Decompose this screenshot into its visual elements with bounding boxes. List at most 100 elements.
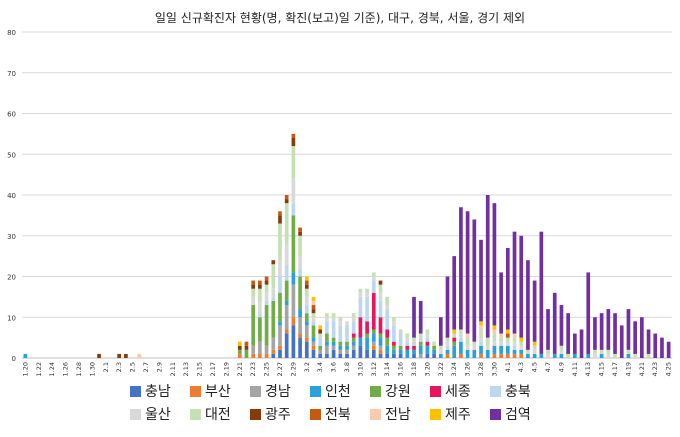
bar-segment [351, 337, 356, 342]
bar-segment [559, 305, 564, 346]
bar-segment [325, 353, 329, 358]
bar-segment [23, 353, 28, 358]
bar-segment [237, 345, 242, 350]
x-tick-label: 2.1 [102, 362, 110, 372]
bar-segment [311, 341, 316, 346]
bar-segment [284, 280, 289, 301]
bar-segment [418, 300, 423, 334]
bar-segment [331, 317, 336, 322]
bar-segment [298, 337, 302, 358]
bar-segment [325, 341, 329, 346]
legend-label: 광주 [265, 407, 291, 423]
legend-swatch [190, 409, 201, 420]
bar-segment [124, 353, 128, 358]
bar-segment [318, 325, 323, 330]
bar-segment [365, 333, 369, 338]
x-tick-label: 1.30 [88, 362, 96, 376]
bar-segment [378, 280, 383, 285]
legend-label: 전북 [325, 407, 351, 423]
bar-segment [418, 333, 423, 338]
bar-segment [358, 317, 363, 338]
bar-segment [371, 349, 376, 358]
bar-segment [499, 272, 503, 334]
bar-segment [479, 337, 483, 342]
bar-segment [258, 284, 262, 289]
bar-segment [311, 325, 316, 338]
legend-swatch [370, 386, 381, 397]
legend-swatch [190, 386, 201, 397]
bar-segment [371, 345, 376, 350]
x-tick-label: 3.14 [383, 362, 391, 376]
bar-segment [405, 341, 410, 346]
legend-swatch [250, 386, 261, 397]
bar-segment [499, 337, 503, 342]
bar-segment [371, 292, 376, 330]
bar-segment [546, 309, 550, 350]
bar-segment [311, 337, 316, 342]
legend-swatch [130, 386, 141, 397]
x-tick-label: 4.7 [544, 362, 552, 372]
bar-segment [465, 211, 470, 334]
bar-segment [298, 276, 302, 310]
bar-segment [646, 353, 651, 358]
x-tick-label: 3.30 [490, 362, 498, 376]
bar-segment [338, 341, 343, 346]
bar-segment [445, 349, 450, 354]
bar-segment [546, 353, 550, 358]
bar-segment [331, 337, 336, 342]
bar-segment [445, 341, 450, 346]
bar-segment [418, 345, 423, 354]
x-tick-label: 4.17 [611, 362, 619, 376]
bar-segment [278, 345, 282, 350]
bar-segment [405, 349, 410, 358]
legend-swatch [490, 409, 501, 420]
bar-segment [465, 349, 470, 358]
bar-segment [398, 329, 403, 334]
bar-segment [392, 325, 396, 342]
bar-segment [378, 333, 383, 338]
bar-segment [345, 325, 349, 342]
bar-segment [264, 284, 269, 293]
x-tick-label: 4.5 [531, 362, 539, 372]
bar-segment [345, 341, 349, 346]
bar-segment [479, 353, 483, 358]
bar-segment [251, 345, 256, 354]
bar-segment [452, 256, 457, 330]
bar-segment [284, 195, 289, 200]
bar-segment [526, 260, 530, 350]
bar-segment [291, 146, 296, 179]
bar-segment [492, 203, 497, 326]
bar-segment [284, 199, 289, 204]
bar-segment [318, 337, 323, 346]
bar-segment [472, 341, 477, 346]
y-tick-label: 80 [7, 29, 16, 37]
x-tick-label: 3.10 [356, 362, 364, 376]
bar-segment [385, 305, 390, 310]
x-tick-label: 4.21 [638, 362, 646, 376]
bar-segment [432, 353, 436, 358]
bar-segment [291, 215, 296, 273]
bar-segment [304, 296, 309, 306]
bar-segment [526, 353, 530, 358]
legend-swatch [370, 409, 381, 420]
bar-segment [378, 292, 383, 301]
bar-segment [338, 321, 343, 326]
bar-segment [398, 345, 403, 350]
bar-segment [345, 349, 349, 354]
bar-segment [298, 309, 302, 318]
legend-label: 대전 [205, 407, 231, 423]
bar-segment [271, 260, 276, 265]
bar-segment [338, 349, 343, 354]
bar-segment [304, 284, 309, 289]
bar-segment [304, 280, 309, 285]
bar-segment [492, 345, 497, 354]
bar-segment [425, 345, 430, 354]
bar-segment [237, 341, 242, 346]
bar-segment [512, 333, 517, 338]
bar-segment [311, 349, 316, 358]
bar-segment [593, 317, 597, 350]
bar-segment [278, 215, 282, 224]
bar-segment [593, 353, 597, 358]
bar-segment [472, 349, 477, 358]
grid-lines [22, 31, 672, 359]
